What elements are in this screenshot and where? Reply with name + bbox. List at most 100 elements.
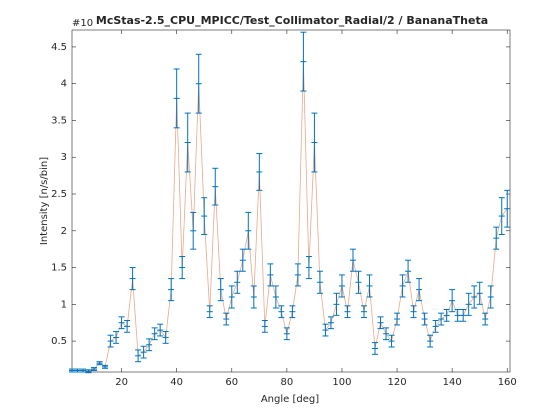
- error-bar: [179, 256, 186, 280]
- y-tick-label: 3: [61, 152, 67, 163]
- error-bar: [151, 327, 158, 341]
- y-tick-label: 4: [61, 79, 67, 90]
- error-bar: [195, 53, 202, 114]
- error-bar: [283, 327, 290, 341]
- error-bar: [377, 316, 384, 330]
- error-bar: [432, 320, 439, 333]
- y-tick-label: 1: [61, 299, 67, 310]
- x-tick-label: 80: [281, 377, 294, 388]
- error-bar: [493, 226, 500, 250]
- data-line: [72, 61, 508, 372]
- error-bar: [349, 248, 356, 272]
- error-bar: [173, 68, 180, 129]
- error-bar: [399, 274, 406, 298]
- error-bar: [129, 267, 136, 291]
- error-bar: [107, 334, 114, 348]
- error-bar: [80, 368, 87, 373]
- error-bar: [316, 270, 323, 294]
- error-bar: [405, 259, 412, 283]
- error-bar: [294, 263, 301, 287]
- error-bar: [124, 320, 131, 333]
- y-tick-label: 2: [61, 226, 67, 237]
- y-tick-label: 4.5: [51, 42, 67, 53]
- x-tick-label: 40: [170, 377, 183, 388]
- error-bar: [74, 368, 81, 373]
- error-bar: [410, 305, 417, 319]
- y-tick-label: 3.5: [51, 115, 67, 126]
- x-tick-label: 160: [498, 377, 517, 388]
- error-bar: [135, 349, 142, 363]
- error-bar: [338, 274, 345, 298]
- error-bar: [168, 278, 175, 302]
- error-bar: [421, 312, 428, 326]
- error-bar: [267, 263, 274, 287]
- x-tick-label: 60: [225, 377, 238, 388]
- error-bar: [487, 285, 494, 309]
- error-bar: [327, 316, 334, 330]
- error-bar: [322, 323, 329, 337]
- error-bar: [223, 312, 230, 326]
- error-bar: [212, 167, 219, 206]
- error-bar: [300, 31, 307, 92]
- plot-area: [71, 29, 511, 373]
- error-bar: [383, 327, 390, 341]
- error-bar: [427, 334, 434, 348]
- error-bar: [305, 256, 312, 280]
- error-bar: [443, 308, 450, 322]
- error-bar: [355, 270, 362, 294]
- error-bar: [118, 316, 125, 330]
- error-bar: [311, 112, 318, 173]
- error-bar: [460, 308, 467, 322]
- error-bar: [250, 285, 257, 309]
- error-bar: [438, 312, 445, 326]
- error-bar: [416, 278, 423, 302]
- error-bar: [289, 305, 296, 319]
- error-bar: [157, 323, 164, 337]
- error-bar: [85, 369, 92, 374]
- error-bar: [234, 270, 241, 294]
- error-bar: [333, 292, 340, 316]
- error-bar: [366, 274, 373, 298]
- error-bar: [206, 305, 213, 319]
- x-tick-label: 120: [388, 377, 407, 388]
- error-bar: [388, 334, 395, 348]
- error-bar: [228, 285, 235, 309]
- y-tick-label: 2.5: [51, 189, 67, 200]
- error-bar: [162, 331, 169, 344]
- error-bar: [256, 153, 263, 191]
- error-bar: [449, 289, 456, 313]
- error-bar: [394, 312, 401, 326]
- error-bar: [190, 211, 197, 250]
- y-tick-label: 1.5: [51, 263, 67, 274]
- error-bar: [102, 364, 109, 369]
- error-bar: [372, 342, 379, 355]
- error-bar: [361, 305, 367, 319]
- error-bar: [184, 112, 191, 173]
- error-bar: [146, 338, 153, 352]
- error-bar: [471, 285, 478, 309]
- error-bar: [465, 292, 472, 316]
- error-bar: [454, 308, 461, 322]
- y-axis-label: Intensity [n/s/bin]: [39, 157, 50, 245]
- error-bar: [476, 281, 483, 305]
- y-exponent-label: #10: [72, 18, 93, 29]
- error-bar: [140, 345, 147, 359]
- error-bar: [201, 197, 208, 235]
- error-bar: [344, 305, 351, 319]
- error-bar: [504, 189, 511, 228]
- error-bar: [245, 211, 252, 250]
- error-bar: [261, 320, 268, 333]
- error-bar: [217, 278, 224, 302]
- error-bar: [113, 331, 120, 344]
- x-tick-label: 20: [115, 377, 128, 388]
- error-bar: [272, 285, 279, 309]
- error-bar: [482, 312, 489, 326]
- y-tick-label: 0.5: [51, 336, 67, 347]
- error-bar: [498, 197, 505, 235]
- x-tick-label: 100: [332, 377, 351, 388]
- x-tick-label: 140: [443, 377, 462, 388]
- x-axis-label: Angle [deg]: [261, 394, 319, 405]
- error-bar: [278, 305, 285, 319]
- error-bar: [96, 361, 103, 366]
